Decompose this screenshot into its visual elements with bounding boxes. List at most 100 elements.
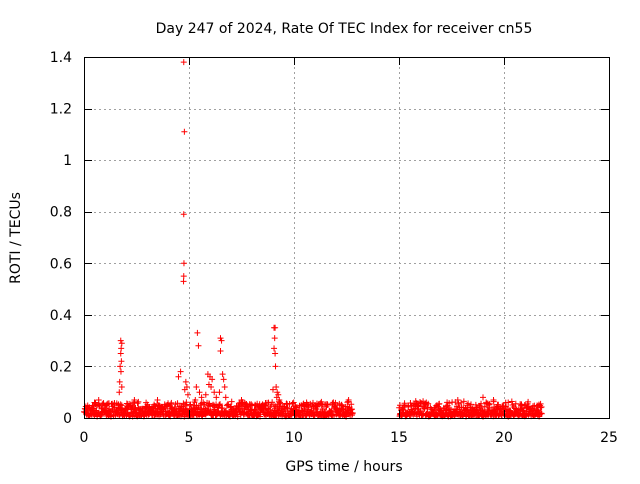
data-point — [309, 402, 316, 409]
data-point — [118, 358, 125, 365]
data-point — [218, 337, 225, 344]
data-point — [345, 396, 352, 403]
data-point — [238, 396, 245, 403]
data-point — [198, 394, 205, 401]
data-point — [177, 368, 184, 375]
data-point — [111, 404, 118, 411]
data-point — [154, 396, 161, 403]
y-tick-label: 0.8 — [50, 205, 72, 221]
data-point — [182, 378, 189, 385]
data-point — [151, 401, 158, 408]
y-tick-label: 1.4 — [50, 50, 72, 66]
data-point — [510, 404, 517, 411]
y-tick-label: 0.2 — [50, 359, 72, 375]
data-point — [116, 389, 123, 396]
y-tick-label: 0.6 — [50, 256, 72, 272]
data-point — [283, 400, 290, 407]
data-point — [432, 406, 439, 413]
data-point — [95, 396, 102, 403]
data-point — [505, 399, 512, 406]
data-point — [275, 391, 282, 398]
data-point — [118, 384, 125, 391]
data-point — [183, 402, 190, 409]
data-point — [184, 391, 191, 398]
data-point — [180, 211, 187, 218]
y-tick-label: 0.4 — [50, 308, 72, 324]
data-point — [118, 345, 125, 352]
data-point — [217, 347, 224, 354]
data-point — [180, 278, 187, 285]
x-tick-label: 15 — [390, 430, 408, 446]
data-point — [272, 350, 279, 357]
x-tick-label: 0 — [80, 430, 89, 446]
data-point — [538, 410, 545, 417]
data-point — [324, 402, 331, 409]
data-points — [81, 59, 545, 420]
data-point — [272, 363, 279, 370]
y-axis-label: ROTI / TECUs — [8, 192, 24, 284]
data-point — [219, 405, 226, 412]
data-point — [131, 396, 138, 403]
data-point — [538, 404, 545, 411]
x-tick-label: 10 — [285, 430, 303, 446]
data-point — [417, 398, 424, 405]
x-tick-label: 25 — [600, 430, 618, 446]
plot-frame — [84, 57, 610, 419]
data-point — [135, 398, 142, 405]
y-tick-label: 1 — [63, 153, 72, 169]
data-point — [193, 384, 200, 391]
data-point — [286, 401, 293, 408]
data-point — [221, 384, 228, 391]
y-tick-label: 0 — [63, 411, 72, 427]
data-point — [91, 399, 98, 406]
x-tick-label: 20 — [495, 430, 513, 446]
data-point — [228, 398, 235, 405]
data-point — [537, 404, 544, 411]
data-point — [127, 402, 134, 409]
data-point — [105, 400, 112, 407]
chart-title: Day 247 of 2024, Rate Of TEC Index for r… — [156, 21, 533, 37]
data-point — [209, 376, 216, 383]
data-point — [454, 396, 461, 403]
data-point — [460, 398, 467, 405]
data-point — [276, 396, 283, 403]
data-point — [273, 394, 280, 401]
data-point — [480, 394, 486, 401]
data-point — [222, 394, 229, 401]
data-point — [220, 376, 227, 383]
data-point — [90, 406, 97, 413]
data-point — [116, 378, 123, 385]
data-point — [348, 401, 355, 408]
data-point — [407, 400, 414, 407]
data-point — [490, 396, 497, 403]
data-point — [273, 384, 280, 391]
data-point — [495, 401, 502, 408]
data-point — [538, 410, 545, 417]
data-point — [348, 406, 355, 413]
data-point — [168, 399, 175, 406]
data-point — [465, 400, 472, 407]
data-point — [349, 410, 356, 417]
x-axis-label: GPS time / hours — [285, 459, 402, 475]
data-point — [436, 400, 443, 407]
x-tick-label: 5 — [185, 430, 194, 446]
data-point — [192, 396, 199, 403]
data-point — [284, 404, 291, 411]
data-point — [216, 389, 223, 396]
data-point — [289, 400, 296, 407]
data-point — [525, 398, 532, 405]
data-point — [195, 342, 202, 349]
data-point — [486, 400, 493, 407]
data-point — [117, 337, 124, 344]
axis-ticks: 0 0.2 0.4 0.6 0.8 1 1.2 1.4 0 5 10 15 20 25 — [50, 50, 618, 446]
data-point — [271, 335, 278, 342]
data-point — [248, 401, 255, 408]
data-point — [211, 389, 218, 396]
data-point — [174, 400, 181, 407]
data-point — [455, 400, 462, 407]
data-point — [117, 350, 124, 357]
data-point — [181, 128, 188, 135]
data-point — [118, 340, 125, 347]
grid — [84, 57, 609, 418]
